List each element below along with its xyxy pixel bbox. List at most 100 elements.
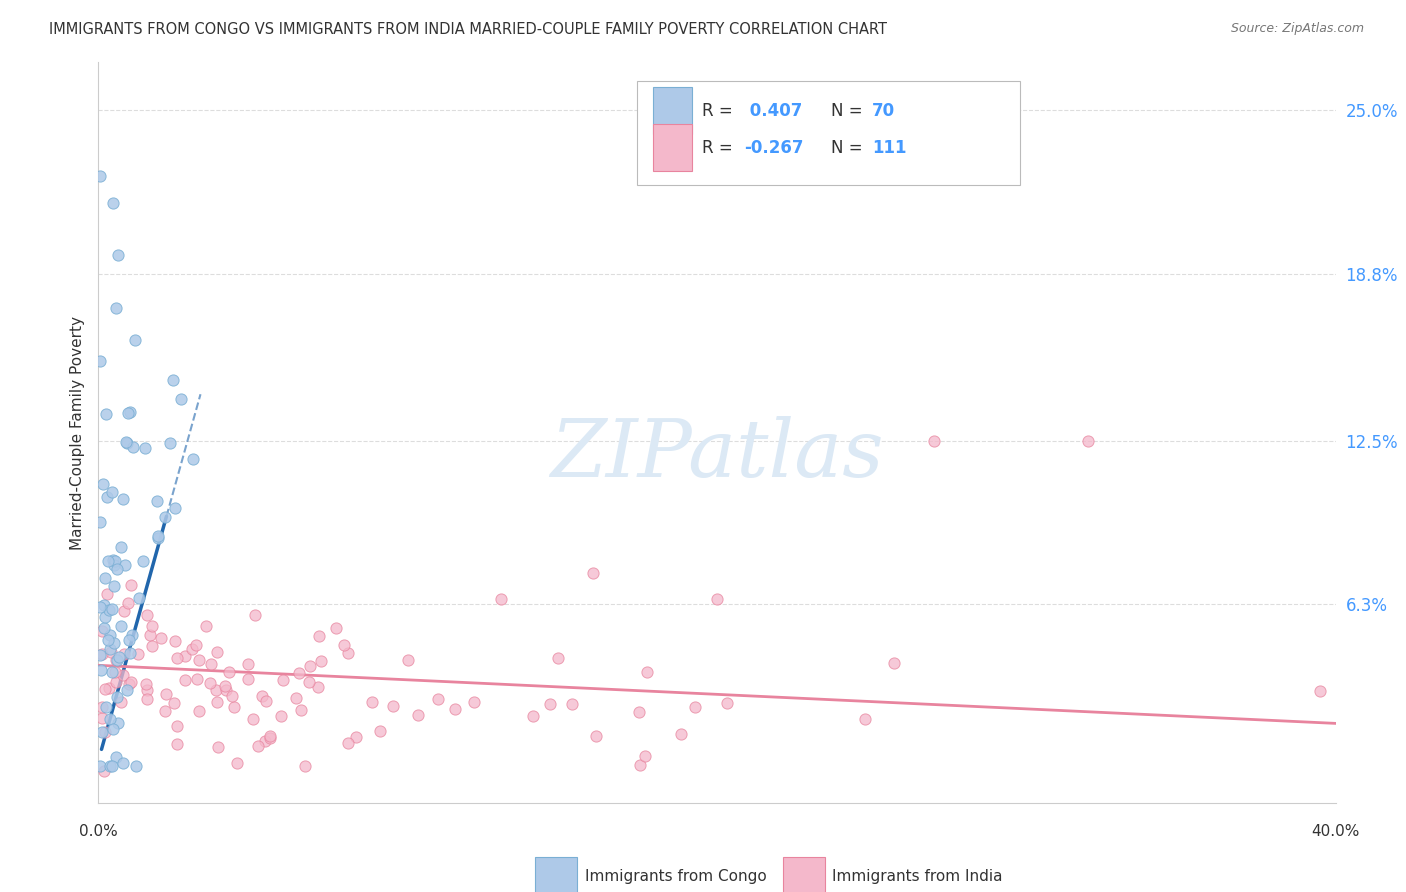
Point <box>89 600 111 615</box>
Point <box>368 724 391 739</box>
Point <box>285 690 308 705</box>
Point <box>238 672 260 686</box>
Point <box>634 749 657 764</box>
Point <box>215 682 238 697</box>
Text: 40.0%: 40.0% <box>1312 824 1360 839</box>
Point <box>181 452 204 467</box>
Point <box>108 650 131 665</box>
Point <box>716 696 738 710</box>
Point <box>683 700 706 714</box>
Point <box>298 674 321 689</box>
Point <box>94 725 117 739</box>
Point <box>117 595 139 609</box>
Point <box>290 703 312 717</box>
Point <box>194 619 217 633</box>
Point <box>90 647 112 661</box>
Point <box>94 571 117 585</box>
Point <box>111 667 134 681</box>
Point <box>89 354 111 368</box>
Point <box>104 749 127 764</box>
Text: R =: R = <box>702 102 738 120</box>
Text: 70: 70 <box>872 102 894 120</box>
Text: 111: 111 <box>872 138 907 157</box>
Point <box>98 712 121 726</box>
Point <box>90 700 112 714</box>
Point <box>94 610 117 624</box>
Text: IMMIGRANTS FROM CONGO VS IMMIGRANTS FROM INDIA MARRIED-COUPLE FAMILY POVERTY COR: IMMIGRANTS FROM CONGO VS IMMIGRANTS FROM… <box>49 22 887 37</box>
Point <box>207 740 229 755</box>
Point <box>120 405 142 419</box>
Point <box>98 603 121 617</box>
Point <box>344 730 367 744</box>
Point <box>287 665 309 680</box>
Point <box>103 636 125 650</box>
FancyBboxPatch shape <box>536 857 578 892</box>
FancyBboxPatch shape <box>783 857 825 892</box>
Point <box>134 676 156 690</box>
Point <box>97 681 120 695</box>
Point <box>98 628 121 642</box>
Point <box>174 648 197 663</box>
Point <box>162 373 184 387</box>
Point <box>221 689 243 703</box>
FancyBboxPatch shape <box>652 87 692 135</box>
Point <box>166 650 188 665</box>
Point <box>200 675 222 690</box>
Text: 0.0%: 0.0% <box>79 824 118 839</box>
Point <box>100 645 122 659</box>
Point <box>547 651 569 665</box>
Point <box>93 764 115 778</box>
Point <box>101 665 124 679</box>
Text: Immigrants from India: Immigrants from India <box>832 870 1002 884</box>
Point <box>222 700 245 714</box>
Point <box>100 758 122 772</box>
Point <box>118 646 141 660</box>
Point <box>538 698 561 712</box>
Point <box>103 723 125 737</box>
Point <box>105 562 128 576</box>
Point <box>259 731 281 746</box>
Point <box>114 434 136 449</box>
Point <box>242 712 264 726</box>
Point <box>205 645 228 659</box>
Point <box>205 683 228 698</box>
Point <box>110 619 132 633</box>
Point <box>489 592 512 607</box>
Point <box>115 436 138 450</box>
Point <box>170 392 193 406</box>
Point <box>107 248 129 262</box>
Point <box>132 554 155 568</box>
Point <box>186 673 208 687</box>
Point <box>101 195 124 210</box>
Point <box>165 633 187 648</box>
Point <box>427 691 450 706</box>
Point <box>294 758 316 772</box>
Point <box>96 587 118 601</box>
Point <box>166 719 188 733</box>
Point <box>628 757 651 772</box>
Y-axis label: Married-Couple Family Poverty: Married-Couple Family Poverty <box>69 316 84 549</box>
Point <box>90 624 112 639</box>
Point <box>706 592 728 607</box>
Point <box>121 440 143 454</box>
Point <box>218 665 240 679</box>
Point <box>308 630 330 644</box>
Point <box>153 704 176 718</box>
Point <box>121 628 143 642</box>
Point <box>1077 434 1099 448</box>
Point <box>155 687 177 701</box>
Point <box>406 707 429 722</box>
Point <box>336 736 359 750</box>
Point <box>135 683 157 698</box>
Point <box>146 494 169 508</box>
Point <box>112 491 135 506</box>
Point <box>136 607 159 622</box>
Point <box>883 656 905 670</box>
Point <box>93 476 115 491</box>
Point <box>105 653 128 667</box>
FancyBboxPatch shape <box>652 124 692 171</box>
Point <box>149 631 172 645</box>
Point <box>127 647 149 661</box>
Point <box>121 577 143 591</box>
FancyBboxPatch shape <box>637 81 1021 185</box>
